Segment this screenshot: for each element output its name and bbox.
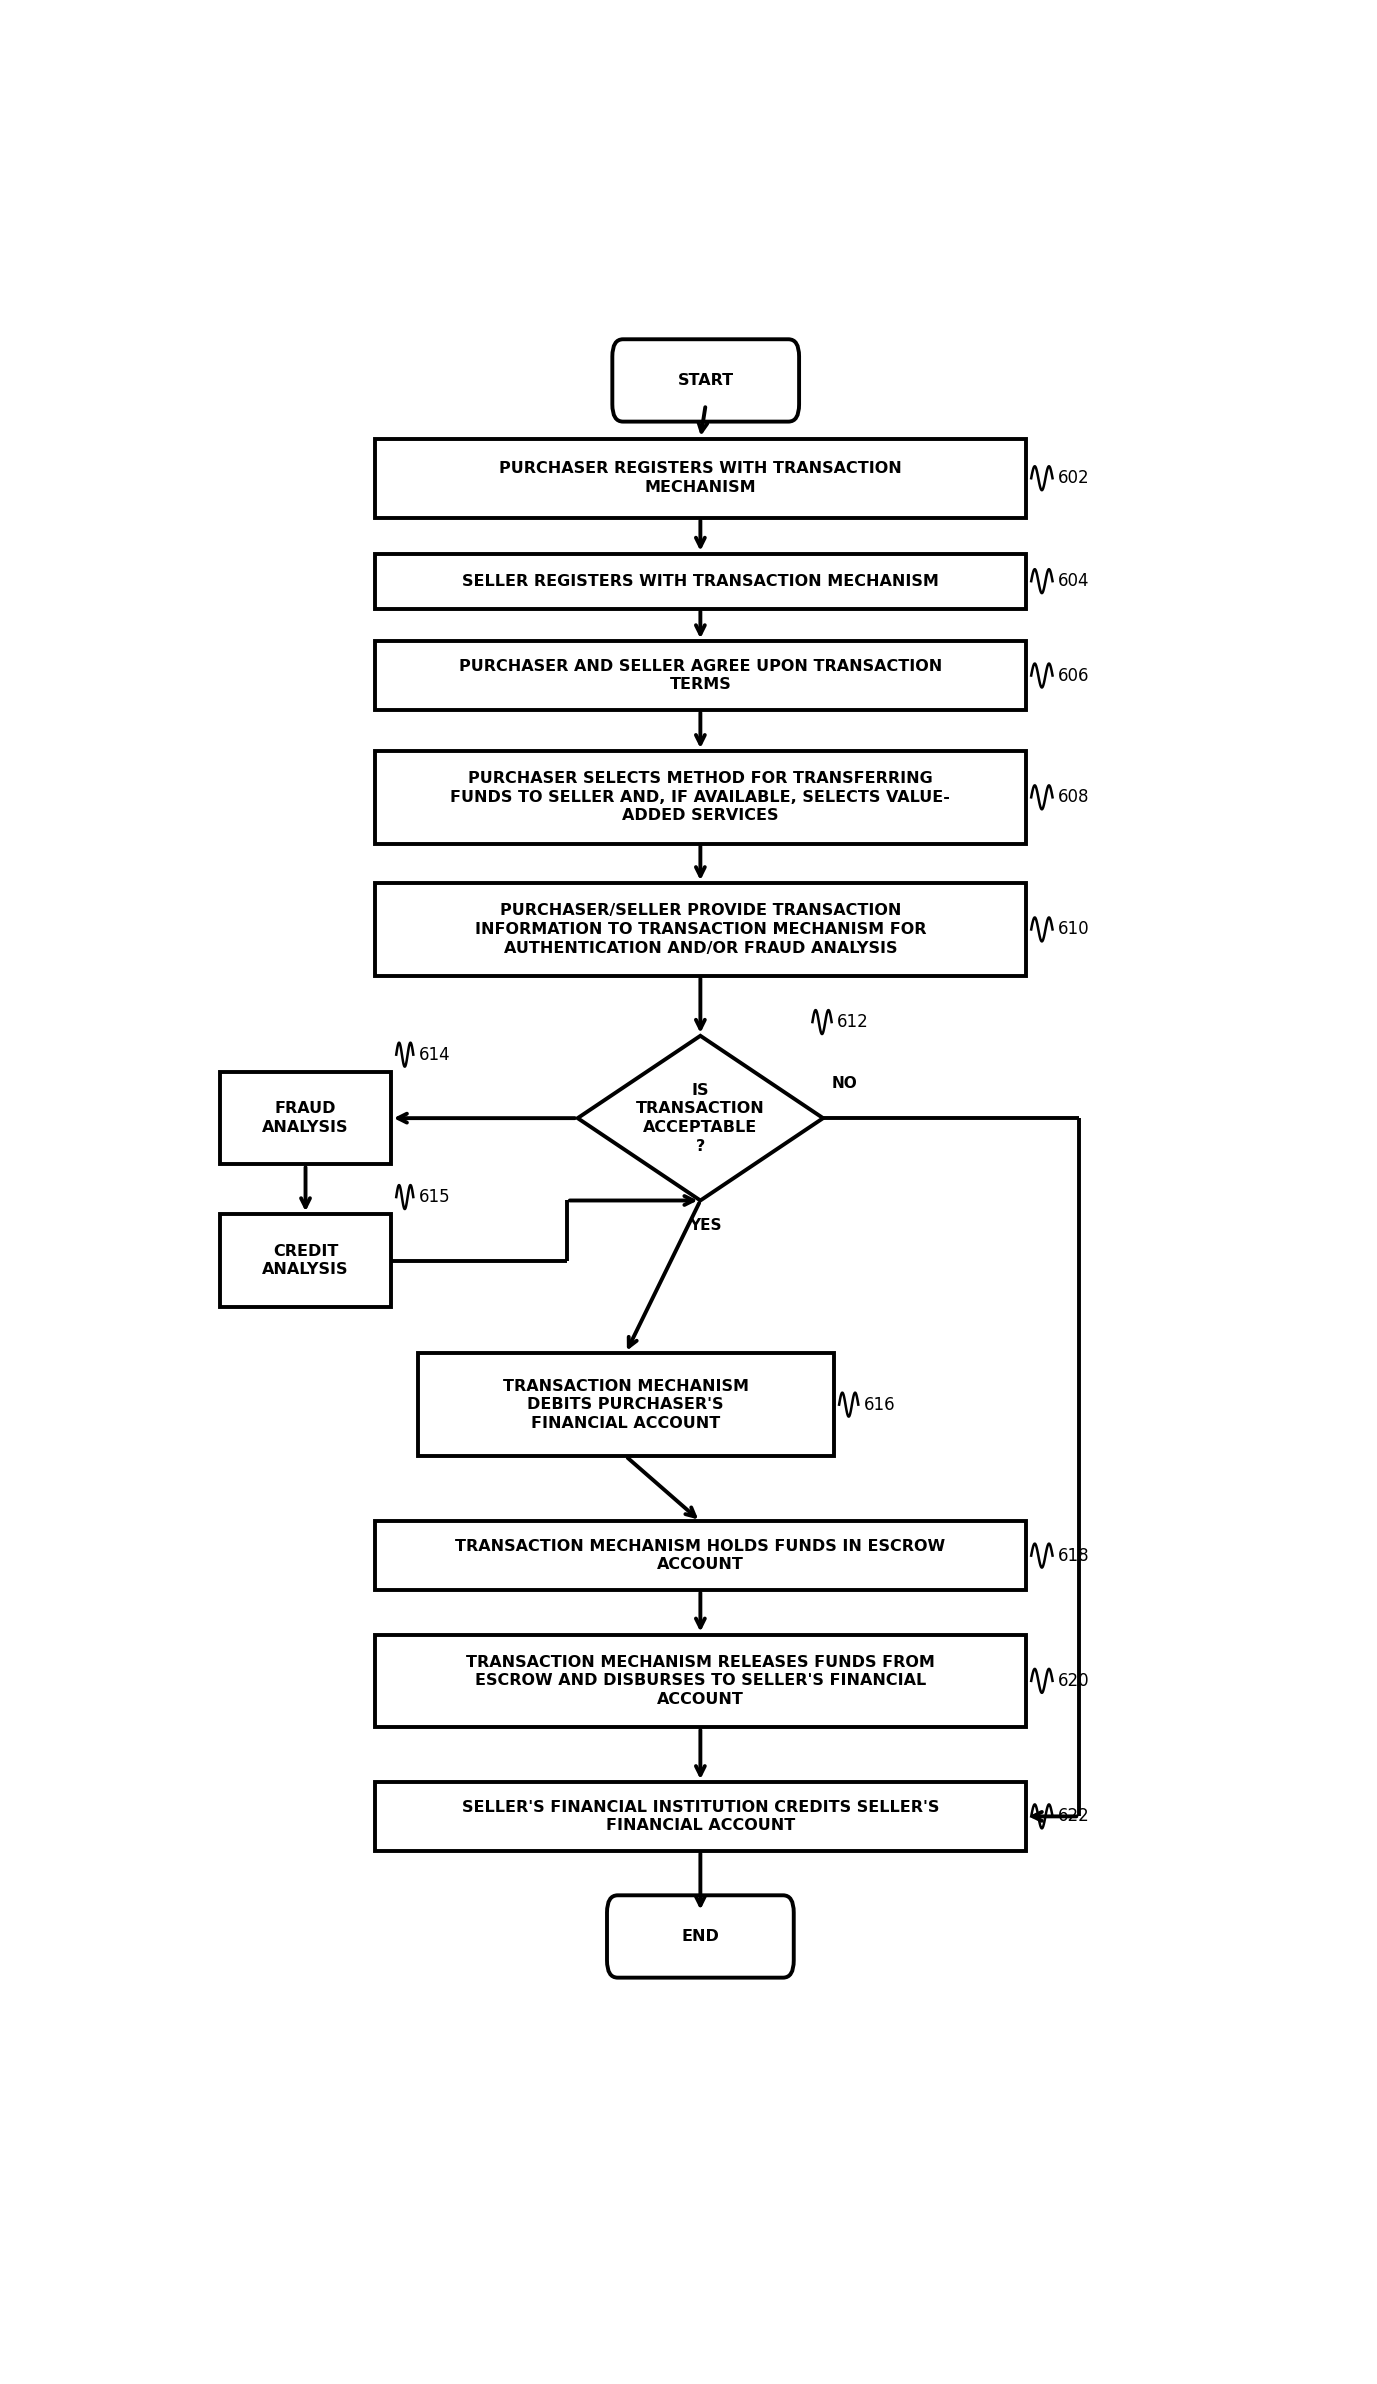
Text: 616: 616	[863, 1395, 895, 1414]
Text: PURCHASER AND SELLER AGREE UPON TRANSACTION
TERMS: PURCHASER AND SELLER AGREE UPON TRANSACT…	[459, 658, 942, 691]
Bar	[375, 641, 1026, 710]
Text: PURCHASER SELECTS METHOD FOR TRANSFERRING
FUNDS TO SELLER AND, IF AVAILABLE, SEL: PURCHASER SELECTS METHOD FOR TRANSFERRIN…	[450, 772, 950, 822]
Bar	[417, 1354, 834, 1457]
Bar	[375, 553, 1026, 608]
Text: 614: 614	[419, 1047, 450, 1063]
Bar	[375, 1521, 1026, 1590]
Bar	[375, 439, 1026, 517]
Text: SELLER'S FINANCIAL INSTITUTION CREDITS SELLER'S
FINANCIAL ACCOUNT: SELLER'S FINANCIAL INSTITUTION CREDITS S…	[461, 1800, 939, 1833]
Text: IS
TRANSACTION
ACCEPTABLE
?: IS TRANSACTION ACCEPTABLE ?	[636, 1082, 764, 1154]
Text: PURCHASER/SELLER PROVIDE TRANSACTION
INFORMATION TO TRANSACTION MECHANISM FOR
AU: PURCHASER/SELLER PROVIDE TRANSACTION INF…	[475, 904, 927, 956]
Text: 612: 612	[837, 1013, 869, 1030]
FancyBboxPatch shape	[607, 1895, 793, 1979]
Bar	[220, 1073, 391, 1163]
FancyBboxPatch shape	[613, 339, 799, 422]
Bar	[375, 751, 1026, 844]
Polygon shape	[578, 1035, 823, 1202]
Text: TRANSACTION MECHANISM HOLDS FUNDS IN ESCROW
ACCOUNT: TRANSACTION MECHANISM HOLDS FUNDS IN ESC…	[456, 1538, 946, 1573]
Text: YES: YES	[690, 1218, 722, 1233]
Text: 618: 618	[1058, 1547, 1089, 1564]
Text: CREDIT
ANALYSIS: CREDIT ANALYSIS	[262, 1244, 348, 1278]
Bar	[375, 1783, 1026, 1850]
Text: END: END	[682, 1929, 719, 1943]
Text: 622: 622	[1058, 1807, 1089, 1826]
Text: 602: 602	[1058, 470, 1089, 486]
Text: 608: 608	[1058, 789, 1089, 806]
Text: 604: 604	[1058, 572, 1089, 591]
Bar	[220, 1213, 391, 1306]
Text: 615: 615	[419, 1187, 450, 1206]
Text: 610: 610	[1058, 920, 1089, 939]
Text: 606: 606	[1058, 668, 1089, 684]
Text: 620: 620	[1058, 1671, 1089, 1690]
Text: FRAUD
ANALYSIS: FRAUD ANALYSIS	[262, 1101, 348, 1135]
Bar	[375, 882, 1026, 975]
Bar	[375, 1635, 1026, 1726]
Text: START: START	[677, 372, 734, 389]
Text: NO: NO	[832, 1075, 858, 1092]
Text: SELLER REGISTERS WITH TRANSACTION MECHANISM: SELLER REGISTERS WITH TRANSACTION MECHAN…	[461, 575, 939, 589]
Text: PURCHASER REGISTERS WITH TRANSACTION
MECHANISM: PURCHASER REGISTERS WITH TRANSACTION MEC…	[498, 462, 902, 496]
Text: TRANSACTION MECHANISM
DEBITS PURCHASER'S
FINANCIAL ACCOUNT: TRANSACTION MECHANISM DEBITS PURCHASER'S…	[503, 1378, 749, 1430]
Text: TRANSACTION MECHANISM RELEASES FUNDS FROM
ESCROW AND DISBURSES TO SELLER'S FINAN: TRANSACTION MECHANISM RELEASES FUNDS FRO…	[465, 1654, 935, 1707]
